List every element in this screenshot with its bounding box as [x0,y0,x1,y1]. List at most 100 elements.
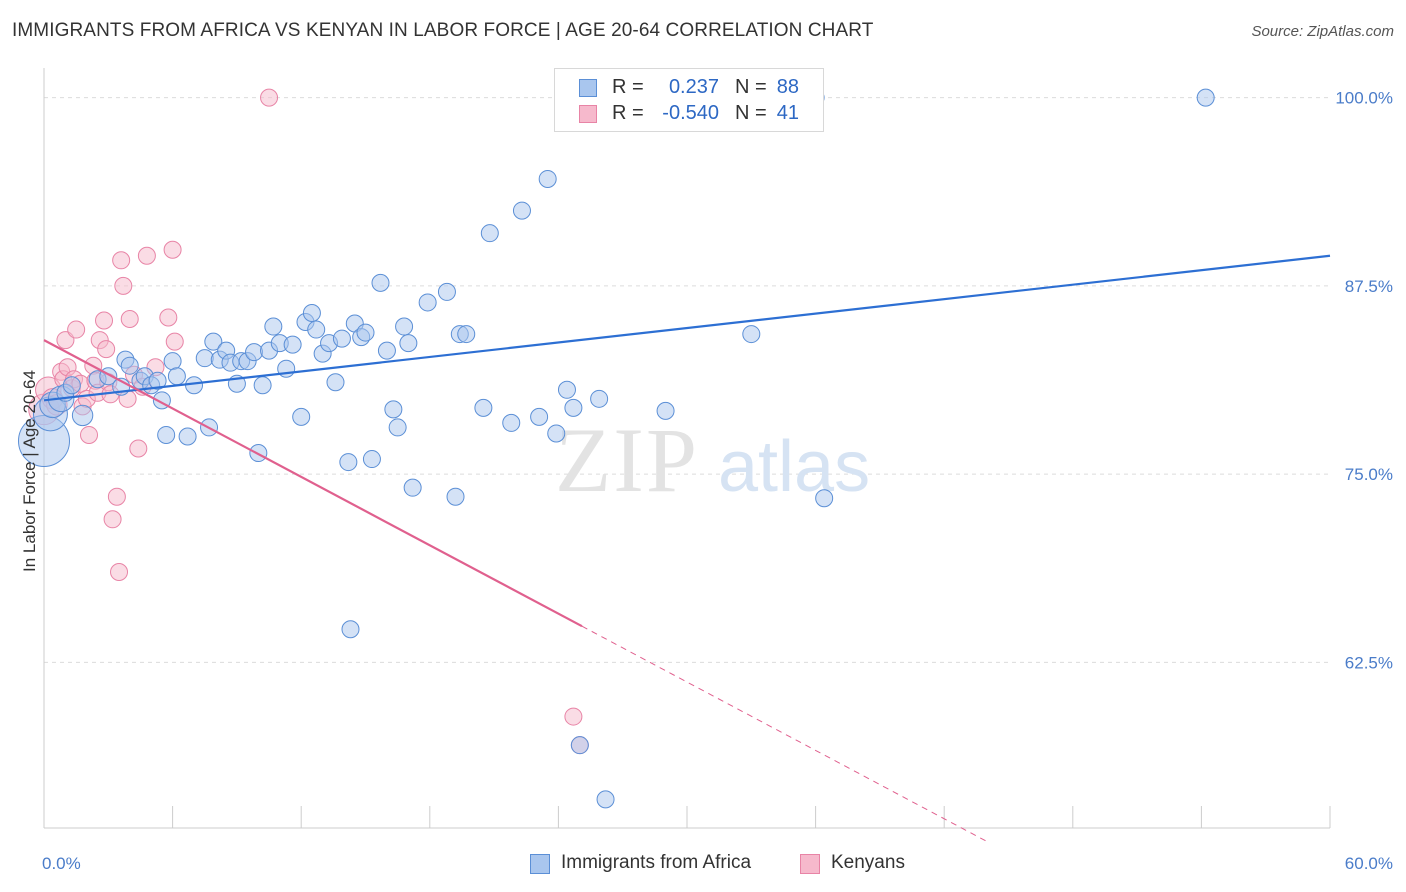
trend-line-africa [43,254,1331,402]
legend-row-kenyans: R = -0.540 N = 41 [555,100,823,128]
africa-point [178,427,197,446]
africa-point [62,376,81,395]
africa-point [557,380,576,399]
africa-point [403,478,422,497]
legend-row-africa: R = 0.237 N = 88 [555,74,823,102]
kenyan-point [112,251,131,270]
legend-r-value: -0.540 [662,102,719,124]
tick-labels: 100.0% 87.5% 75.0% 62.5% 0.0% 60.0% [42,89,1393,873]
africa-point [530,407,549,426]
africa-point [163,352,182,371]
stats-legend: R = 0.237 N = 88 R = -0.540 N = 41 [554,68,824,132]
legend-swatch-africa [579,79,597,97]
kenyan-point [137,246,156,265]
africa-point [388,418,407,437]
africa-point [377,341,396,360]
africa-point [742,325,761,344]
chart-title: IMMIGRANTS FROM AFRICA VS KENYAN IN LABO… [12,20,874,41]
watermark-zip: ZIP [555,409,699,511]
trend-line-kenyans-extension [581,625,988,842]
kenyan-point [260,88,279,107]
chart-source: Source: ZipAtlas.com [1251,23,1394,40]
africa-point [148,371,167,390]
bottom-legend-swatch-kenyans [800,854,820,874]
africa-point [474,398,493,417]
africa-point [547,424,566,443]
africa-point [564,398,583,417]
africa-point [362,450,381,469]
africa-point [371,273,390,292]
trend-line-kenyans [43,339,583,628]
africa-point [264,317,283,336]
africa-point [185,376,204,395]
kenyan-point [95,311,114,330]
kenyan-point [163,240,182,259]
africa-point [292,407,311,426]
watermark: ZIP atlas [555,409,870,511]
africa-point [384,400,403,419]
africa-point [395,317,414,336]
africa-point [120,356,139,375]
kenyan-point [80,425,99,444]
africa-point [71,404,94,427]
legend-r-label: R = [612,102,644,124]
x-tick-label: 60.0% [1345,854,1393,873]
africa-point [502,413,521,432]
kenyan-point [97,340,116,359]
africa-point [815,489,834,508]
africa-point [157,425,176,444]
africa-point [283,335,302,354]
kenyan-point [107,487,126,506]
africa-point [332,329,351,348]
africa-point [538,169,557,188]
legend-n-label: N = [735,102,767,124]
bottom-legend-label-africa: Immigrants from Africa [561,852,752,873]
y-tick-label: 100.0% [1335,89,1393,108]
kenyan-point [159,308,178,327]
legend-n-label: N = [735,76,767,98]
africa-point [480,224,499,243]
africa-point [457,325,476,344]
legend-n-value: 41 [776,102,799,124]
kenyan-point [67,320,86,339]
africa-point [204,332,223,351]
trend-lines [43,254,1331,842]
africa-point [245,343,264,362]
africa-point [596,790,615,809]
africa-point [512,201,531,220]
africa-point [418,293,437,312]
africa-point [253,376,272,395]
africa-point [307,320,326,339]
kenyan-point [110,563,129,581]
legend-n-value: 88 [776,76,799,98]
kenyan-point [120,310,139,329]
y-tick-label: 62.5% [1345,653,1393,672]
legend-r-value: 0.237 [668,76,719,98]
x-tick-label: 0.0% [42,854,81,873]
kenyan-point [103,510,122,529]
kenyan-point [129,439,148,458]
africa-point [339,453,358,472]
kenyan-point [165,332,184,351]
kenyan-point [564,707,583,726]
y-axis-label: In Labor Force | Age 20-64 [20,370,39,572]
africa-point [570,736,589,755]
africa-point [590,389,609,408]
africa-point [1196,88,1215,107]
y-tick-label: 87.5% [1345,277,1393,296]
africa-point [656,401,675,420]
kenyan-point [114,276,133,295]
africa-point [167,367,186,386]
africa-point [302,303,321,322]
legend-swatch-kenyans [579,105,597,123]
africa-point [326,373,345,392]
bottom-legend-swatch-africa [530,854,550,874]
africa-point [437,282,456,301]
kenyan-point [56,331,75,350]
africa-point [446,487,465,506]
africa-point [399,334,418,353]
africa-point [356,323,375,342]
africa-point [341,620,360,639]
legend-r-label: R = [612,76,644,98]
